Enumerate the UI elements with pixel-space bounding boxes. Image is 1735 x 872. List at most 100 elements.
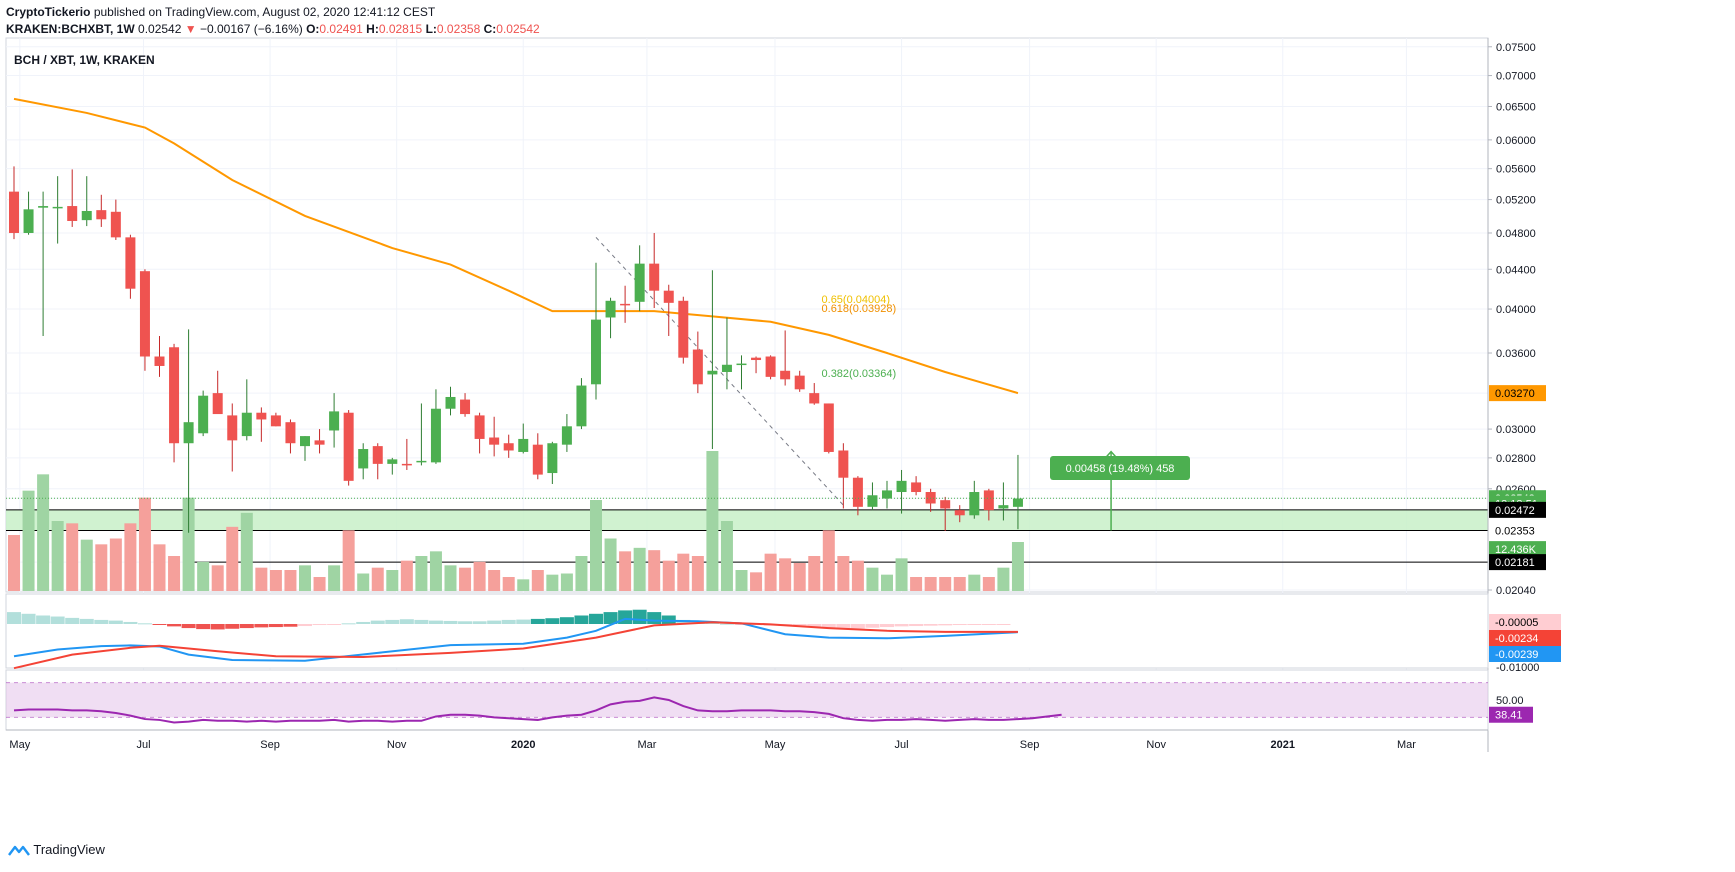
volume-bar: [837, 556, 850, 591]
macd-histogram-bar: [196, 624, 211, 630]
volume-bar: [66, 523, 79, 591]
macd-histogram-bar: [123, 621, 138, 624]
macd-histogram-bar: [385, 619, 400, 624]
volume-bar: [80, 539, 93, 591]
macd-pane: [5, 593, 1489, 669]
macd-histogram-bar: [603, 612, 618, 624]
candle-body: [954, 510, 965, 516]
y-tick-label: 0.05600: [1496, 164, 1536, 176]
candle-body: [183, 422, 194, 444]
candle-body: [896, 480, 907, 493]
y-tick-label: 0.05200: [1496, 195, 1536, 207]
measure-label: 0.00458 (19.48%) 458: [1066, 463, 1175, 475]
candle-body: [882, 490, 892, 499]
volume-bar: [444, 565, 457, 591]
candle-body: [547, 443, 558, 474]
candle-body: [227, 415, 238, 441]
volume-bar: [648, 550, 661, 591]
macd-histogram-bar: [559, 617, 574, 624]
volume-bar: [357, 573, 370, 591]
candle-body: [343, 412, 354, 481]
candle-body: [823, 403, 834, 452]
volume-bar: [269, 570, 282, 591]
macd-histogram-bar: [239, 624, 254, 629]
macd-histogram-bar: [734, 624, 749, 625]
candle-body: [460, 399, 471, 415]
macd-histogram-bar: [836, 624, 851, 629]
candle-body: [692, 349, 703, 385]
volume-bar: [590, 500, 602, 591]
volume-bar: [299, 565, 311, 591]
volume-bar: [211, 565, 224, 591]
y-tick-label: 0.07500: [1496, 42, 1536, 54]
macd-histogram-bar: [356, 621, 371, 624]
candle-body: [489, 437, 500, 445]
volume-bar: [604, 538, 617, 591]
volume-bar: [968, 574, 981, 591]
y-tick-label: 0.06500: [1496, 101, 1536, 113]
candle-body: [736, 363, 747, 366]
macd-histogram-bar: [472, 621, 487, 624]
candle-body: [23, 209, 34, 233]
macd-histogram-bar: [865, 624, 880, 628]
price-label: 0.03270: [1495, 388, 1535, 400]
macd-histogram-bar: [647, 612, 662, 624]
candle-body: [256, 412, 267, 420]
macd-y-tick-label: -0.01000: [1496, 662, 1539, 674]
publisher-name[interactable]: CryptoTickerio: [6, 5, 91, 19]
macd-signal-line: [13, 621, 1018, 670]
macd-histogram-bar: [7, 612, 21, 624]
x-tick-label: May: [9, 739, 30, 751]
candle-body: [707, 370, 718, 375]
volume-bar: [808, 556, 821, 591]
volume-bar: [575, 556, 588, 591]
volume-bar: [662, 560, 675, 591]
volume-bar: [866, 567, 879, 591]
macd-value-label-bg: [1489, 614, 1561, 630]
candle-body: [38, 206, 49, 208]
volume-bar: [1011, 542, 1024, 591]
y-tick-label: 0.02040: [1496, 585, 1536, 597]
price-label: 0.02181: [1495, 557, 1535, 569]
y-tick-label: 0.04000: [1496, 304, 1536, 316]
rsi-y-tick-label: 50.00: [1496, 695, 1524, 707]
macd-value-label-bg: [1489, 630, 1561, 646]
macd-histogram-bar: [94, 619, 109, 624]
volume-bar: [939, 577, 952, 591]
open-value: 0.02491: [319, 22, 363, 36]
candle-body: [838, 450, 849, 478]
candle-body: [387, 459, 398, 464]
candle-body: [416, 460, 427, 463]
x-tick-label: Mar: [1397, 739, 1416, 751]
low-label: L:: [425, 22, 437, 36]
macd-histogram-bar: [981, 624, 996, 625]
macd-histogram-bar: [50, 616, 65, 624]
y-tick-label: 0.03000: [1496, 424, 1536, 436]
macd-histogram-bar: [574, 615, 589, 624]
volume-bar: [400, 560, 413, 591]
macd-histogram-bar: [443, 620, 458, 624]
published-text: published on TradingView.com, August 02,…: [93, 5, 436, 19]
x-tick-label: Nov: [387, 739, 407, 751]
y-tick-label: 0.04400: [1496, 264, 1536, 276]
open-label: O:: [306, 22, 320, 36]
macd-histogram-bar: [65, 617, 80, 624]
macd-value-label: -0.00239: [1495, 649, 1538, 661]
rsi-line: [13, 696, 1062, 724]
candle-body: [169, 347, 180, 444]
macd-histogram-bar: [501, 619, 516, 624]
candle-body: [983, 490, 994, 511]
volume-bar: [881, 574, 893, 591]
macd-histogram-bar: [181, 624, 196, 629]
volume-bar: [488, 570, 501, 591]
volume-bar: [531, 570, 544, 591]
volume-bar: [764, 553, 777, 591]
macd-histogram-bar: [705, 622, 720, 624]
volume-bar: [895, 558, 908, 591]
y-tick-label: 0.06000: [1496, 135, 1536, 147]
price-label-bg: [1489, 541, 1546, 558]
publish-info: CryptoTickerio published on TradingView.…: [6, 4, 435, 20]
macd-histogram-bar: [545, 618, 560, 624]
volume-bar: [691, 556, 704, 591]
